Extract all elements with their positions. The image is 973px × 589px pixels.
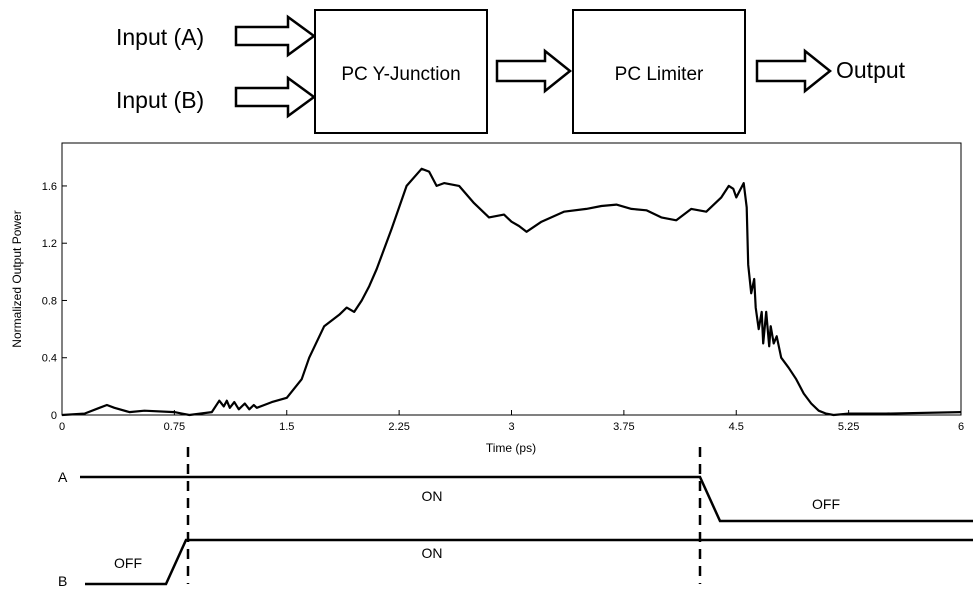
x-axis: 0 0.75 1.5 2.25 3 3.75 4.5 5.25 6 bbox=[59, 410, 964, 433]
timing-diagram: A B ON OFF OFF ON bbox=[58, 447, 973, 589]
block-diagram: Input (A) Input (B) PC Y-Junction PC Lim… bbox=[116, 9, 906, 134]
y-tick-label: 1.2 bbox=[42, 238, 57, 250]
x-tick-label: 0 bbox=[59, 421, 65, 433]
signal-a-label: A bbox=[58, 469, 68, 485]
pc-y-junction-label: PC Y-Junction bbox=[341, 64, 460, 85]
plot-frame bbox=[61, 142, 962, 416]
x-tick-label: 6 bbox=[958, 421, 964, 433]
signal-b-on-label: ON bbox=[422, 545, 443, 561]
output-label: Output bbox=[836, 57, 906, 83]
power-chart: 0 0.75 1.5 2.25 3 3.75 4.5 5.25 6 00.40.81.21.6 … bbox=[10, 142, 964, 455]
x-axis-label: Time (ps) bbox=[486, 441, 536, 455]
series-line bbox=[61, 167, 962, 417]
signal-a-on-label: ON bbox=[422, 488, 443, 504]
y-tick-label: 0 bbox=[51, 410, 57, 422]
input-b-label: Input (B) bbox=[116, 87, 204, 113]
junction-to-limiter-arrow bbox=[495, 48, 573, 94]
x-tick-label: 0.75 bbox=[164, 421, 185, 433]
x-tick-label: 5.25 bbox=[838, 421, 859, 433]
input-a-arrow bbox=[234, 14, 317, 58]
x-tick-label: 3.75 bbox=[613, 421, 634, 433]
y-tick-label: 0.4 bbox=[42, 353, 57, 365]
output-arrow bbox=[755, 48, 833, 94]
signal-b-label: B bbox=[58, 573, 67, 589]
signal-a-off-label: OFF bbox=[812, 496, 840, 512]
input-b-arrow bbox=[234, 75, 317, 119]
x-tick-label: 2.25 bbox=[388, 421, 409, 433]
pc-limiter-label: PC Limiter bbox=[615, 64, 704, 85]
y-tick-label: 1.6 bbox=[42, 181, 57, 193]
x-tick-label: 4.5 bbox=[729, 421, 744, 433]
signal-b-trace bbox=[85, 538, 973, 586]
y-axis: 0 0.4 0.8 1.2 1.6 bbox=[42, 181, 67, 422]
x-tick-label: 3 bbox=[508, 421, 514, 433]
y-tick-label: 0.8 bbox=[42, 295, 57, 307]
signal-b-off-label: OFF bbox=[114, 555, 142, 571]
pc-y-junction-box bbox=[314, 9, 488, 134]
x-tick-label: 1.5 bbox=[279, 421, 294, 433]
signal-a-trace bbox=[80, 475, 973, 523]
pc-limiter-box bbox=[572, 9, 746, 134]
y-axis-label: Normalized Output Power bbox=[10, 210, 24, 347]
input-a-label: Input (A) bbox=[116, 24, 204, 50]
